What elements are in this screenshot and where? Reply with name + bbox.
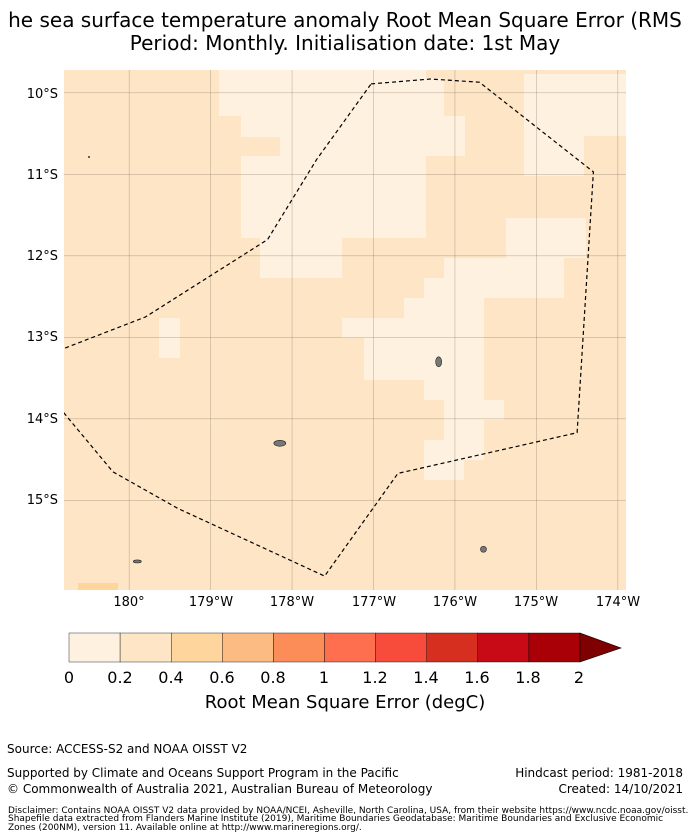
lon-label-179w: 179°W xyxy=(188,595,234,610)
colorbar-cell-6 xyxy=(375,632,427,663)
island-0 xyxy=(435,356,442,368)
colorbar-cell-2 xyxy=(170,632,223,663)
islands xyxy=(133,356,487,564)
colorbar-cell-4 xyxy=(273,632,325,663)
support-text: Supported by Climate and Oceans Support … xyxy=(7,766,399,780)
disclaimer-line2: Shapefile data extracted from Flanders M… xyxy=(8,814,664,824)
lon-label-175w: 175°W xyxy=(513,595,559,610)
disclaimer-line1: Disclaimer: Contains NOAA OISST V2 data … xyxy=(8,806,688,816)
islet-dot xyxy=(88,156,90,158)
colorbar-cell-3 xyxy=(222,632,274,663)
cbar-tick-1.2: 1.2 xyxy=(362,668,388,687)
colorbar-cell-7 xyxy=(426,632,479,663)
lat-label-12: 12°S xyxy=(26,249,58,264)
lon-label-178w: 178°W xyxy=(269,595,315,610)
eez-boundary xyxy=(64,78,595,577)
colorbar-cell-1 xyxy=(119,632,172,663)
cbar-tick-0.4: 0.4 xyxy=(158,668,184,687)
colorbar-cell-8 xyxy=(477,632,530,663)
island-1 xyxy=(273,439,287,447)
sw-darker-cell xyxy=(78,583,118,590)
lat-label-15: 15°S xyxy=(26,493,58,508)
lat-label-10: 10°S xyxy=(26,87,58,102)
source-text: Source: ACCESS-S2 and NOAA OISST V2 xyxy=(7,742,248,756)
chart-title-line1: he sea surface temperature anomaly Root … xyxy=(8,8,682,32)
grid-lines xyxy=(64,70,626,590)
cbar-tick-1.4: 1.4 xyxy=(413,668,439,687)
lon-label-180: 180° xyxy=(113,595,145,610)
island-3 xyxy=(133,559,142,564)
colorbar-cell-0 xyxy=(68,632,121,663)
cbar-tick-1.6: 1.6 xyxy=(464,668,490,687)
cbar-tick-0.6: 0.6 xyxy=(209,668,235,687)
colorbar-cell-5 xyxy=(324,632,376,663)
lon-label-176w: 176°W xyxy=(432,595,478,610)
chart-title-line2: Period: Monthly. Initialisation date: 1s… xyxy=(129,31,561,55)
lon-label-174w: 174°W xyxy=(595,595,641,610)
lat-label-11: 11°S xyxy=(26,168,58,183)
lon-label-177w: 177°W xyxy=(351,595,397,610)
island-2 xyxy=(480,545,487,553)
cbar-tick-1: 1 xyxy=(318,668,330,687)
disclaimer-line3: Zones (200NM), version 11. Available onl… xyxy=(8,823,362,833)
created-date: Created: 14/10/2021 xyxy=(558,782,683,796)
cbar-tick-2: 2 xyxy=(573,668,585,687)
cbar-tick-0: 0 xyxy=(63,668,75,687)
cbar-tick-0.8: 0.8 xyxy=(260,668,286,687)
colorbar-extend-arrow xyxy=(579,632,622,663)
hindcast-period: Hindcast period: 1981-2018 xyxy=(515,766,683,780)
copyright-text: © Commonwealth of Australia 2021, Austra… xyxy=(7,782,433,796)
cbar-tick-1.8: 1.8 xyxy=(515,668,541,687)
cbar-tick-0.2: 0.2 xyxy=(107,668,133,687)
light-cells xyxy=(159,70,626,480)
lat-label-14: 14°S xyxy=(26,412,58,427)
colorbar-cell-9 xyxy=(528,632,581,663)
colorbar xyxy=(68,632,622,663)
rmse-map xyxy=(64,70,626,590)
lat-label-13: 13°S xyxy=(26,330,58,345)
colorbar-label: Root Mean Square Error (degC) xyxy=(204,692,486,713)
